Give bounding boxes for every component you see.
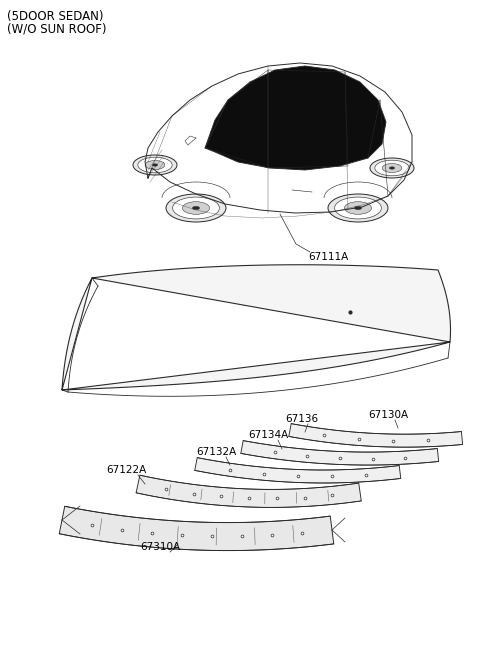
Polygon shape bbox=[136, 475, 361, 507]
Ellipse shape bbox=[345, 201, 372, 215]
Ellipse shape bbox=[354, 207, 361, 210]
Polygon shape bbox=[62, 265, 451, 390]
Text: 67134A: 67134A bbox=[248, 430, 288, 440]
Polygon shape bbox=[205, 66, 386, 170]
Ellipse shape bbox=[152, 164, 157, 166]
Polygon shape bbox=[195, 458, 401, 483]
Ellipse shape bbox=[389, 167, 395, 169]
Ellipse shape bbox=[145, 161, 165, 169]
Ellipse shape bbox=[382, 163, 402, 173]
Ellipse shape bbox=[173, 197, 219, 219]
Text: 67111A: 67111A bbox=[308, 252, 348, 262]
Text: (W/O SUN ROOF): (W/O SUN ROOF) bbox=[7, 23, 107, 36]
Text: 67136: 67136 bbox=[285, 414, 318, 424]
Text: 67130A: 67130A bbox=[368, 410, 408, 420]
Ellipse shape bbox=[182, 201, 209, 215]
Polygon shape bbox=[289, 424, 463, 447]
Ellipse shape bbox=[133, 155, 177, 175]
Ellipse shape bbox=[335, 197, 382, 219]
Ellipse shape bbox=[166, 194, 226, 222]
Ellipse shape bbox=[138, 157, 172, 173]
Text: 67122A: 67122A bbox=[106, 465, 146, 475]
Ellipse shape bbox=[370, 158, 414, 178]
Text: 67132A: 67132A bbox=[196, 447, 236, 457]
Polygon shape bbox=[241, 441, 439, 465]
Ellipse shape bbox=[328, 194, 388, 222]
Polygon shape bbox=[59, 506, 334, 550]
Text: (5DOOR SEDAN): (5DOOR SEDAN) bbox=[7, 10, 104, 23]
Ellipse shape bbox=[192, 207, 200, 210]
Text: 67310A: 67310A bbox=[140, 542, 180, 552]
Ellipse shape bbox=[375, 160, 409, 176]
